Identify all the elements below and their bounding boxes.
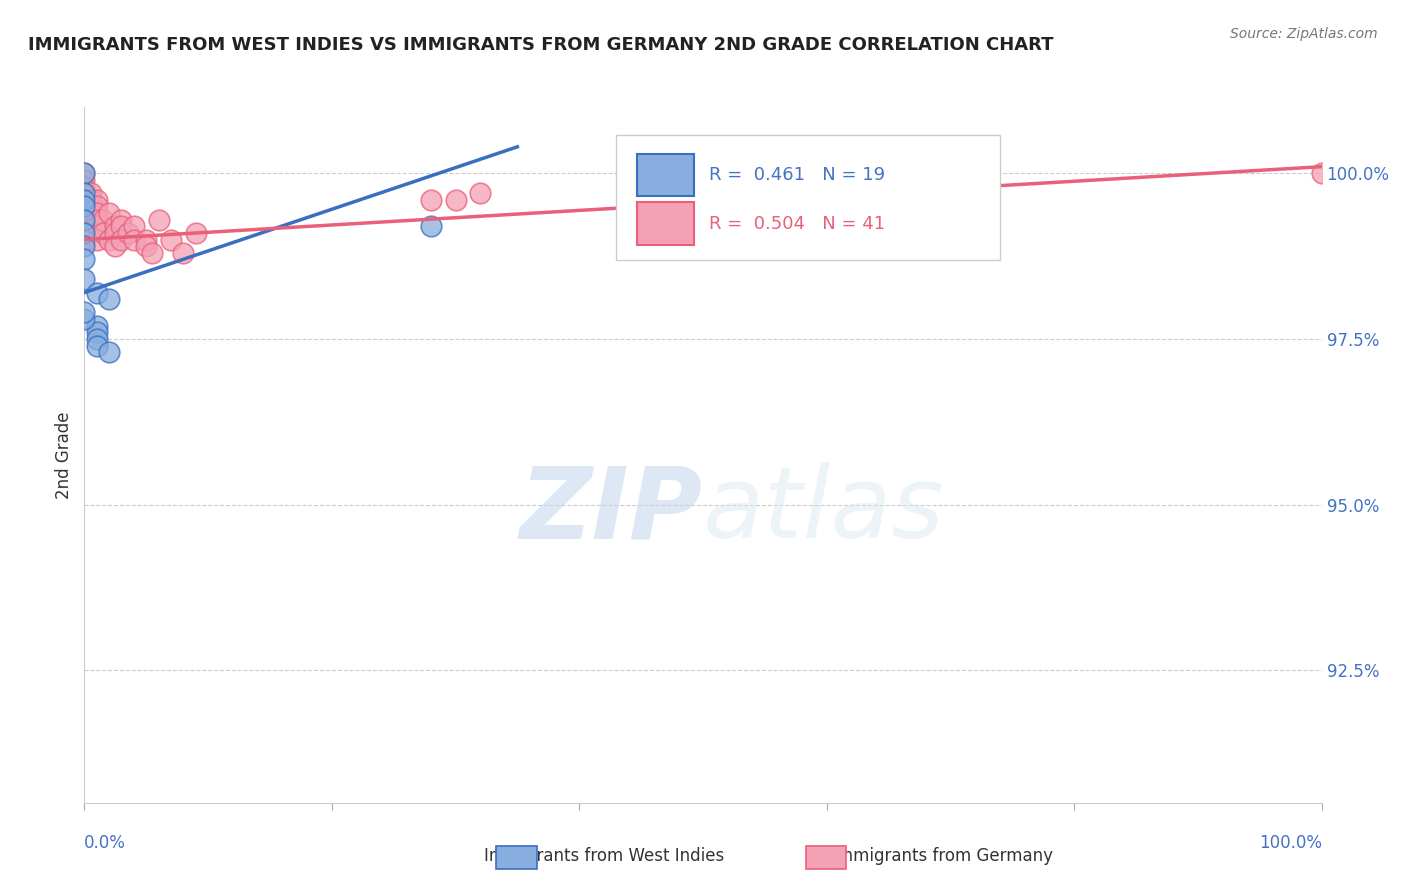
Point — [141, 245, 163, 260]
Point — [73, 226, 96, 240]
Text: 0.0%: 0.0% — [84, 834, 127, 852]
Point — [184, 226, 207, 240]
Point — [470, 186, 492, 201]
Point — [73, 166, 96, 180]
Point — [79, 193, 101, 207]
Point — [135, 239, 157, 253]
Point — [815, 166, 838, 180]
Point — [79, 199, 101, 213]
Point — [117, 226, 139, 240]
Point — [110, 212, 132, 227]
Point — [86, 332, 108, 346]
FancyBboxPatch shape — [616, 135, 1000, 260]
Text: Immigrants from West Indies: Immigrants from West Indies — [485, 847, 724, 865]
Point — [86, 338, 108, 352]
Text: 100.0%: 100.0% — [1258, 834, 1322, 852]
Point — [73, 173, 96, 187]
Point — [86, 233, 108, 247]
Point — [79, 186, 101, 201]
Point — [73, 212, 96, 227]
Text: Immigrants from Germany: Immigrants from Germany — [831, 847, 1053, 865]
Point — [91, 212, 114, 227]
Point — [73, 186, 96, 201]
Point — [104, 219, 127, 234]
Point — [86, 206, 108, 220]
Point — [98, 345, 121, 359]
Point — [148, 212, 170, 227]
Point — [73, 272, 96, 286]
Text: IMMIGRANTS FROM WEST INDIES VS IMMIGRANTS FROM GERMANY 2ND GRADE CORRELATION CHA: IMMIGRANTS FROM WEST INDIES VS IMMIGRANT… — [28, 36, 1053, 54]
Point — [122, 233, 145, 247]
FancyBboxPatch shape — [637, 202, 695, 244]
Point — [73, 193, 96, 207]
Point — [135, 233, 157, 247]
Point — [86, 193, 108, 207]
Point — [73, 239, 96, 253]
Point — [86, 318, 108, 333]
Point — [104, 239, 127, 253]
Point — [73, 179, 96, 194]
Text: Source: ZipAtlas.com: Source: ZipAtlas.com — [1230, 27, 1378, 41]
Point — [73, 166, 96, 180]
Point — [444, 193, 467, 207]
Point — [104, 226, 127, 240]
Point — [73, 233, 96, 247]
Point — [86, 285, 108, 300]
Text: ZIP: ZIP — [520, 462, 703, 559]
Point — [73, 305, 96, 319]
Text: R =  0.461   N = 19: R = 0.461 N = 19 — [709, 166, 886, 184]
Point — [98, 233, 121, 247]
Text: R =  0.504   N = 41: R = 0.504 N = 41 — [709, 215, 886, 233]
Text: atlas: atlas — [703, 462, 945, 559]
Point — [172, 245, 194, 260]
Point — [160, 233, 183, 247]
Point — [419, 193, 441, 207]
Point — [73, 186, 96, 201]
Point — [73, 312, 96, 326]
Point — [86, 199, 108, 213]
Point — [79, 206, 101, 220]
Point — [91, 226, 114, 240]
Point — [98, 206, 121, 220]
Point — [86, 326, 108, 340]
Point — [86, 219, 108, 234]
Point — [110, 233, 132, 247]
FancyBboxPatch shape — [637, 153, 695, 196]
Point — [73, 199, 96, 213]
Point — [98, 292, 121, 306]
Point — [86, 212, 108, 227]
Point — [419, 219, 441, 234]
Point — [1310, 166, 1333, 180]
Y-axis label: 2nd Grade: 2nd Grade — [55, 411, 73, 499]
Point — [73, 252, 96, 267]
Point — [122, 219, 145, 234]
Point — [73, 212, 96, 227]
Point — [110, 219, 132, 234]
